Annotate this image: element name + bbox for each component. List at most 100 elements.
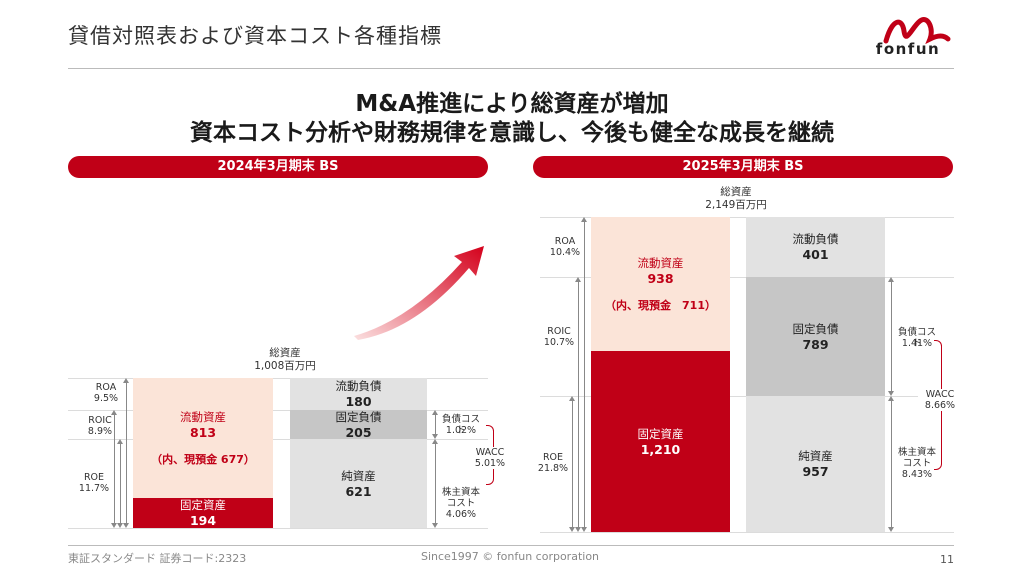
current-liab-value: 401 [802,247,829,262]
bs2024-fixed-assets: 固定資産 194 [133,498,273,528]
equity-cost-value: 8.43% [901,469,933,480]
arrow-up-icon [888,277,894,282]
bs2024-current-liabilities: 流動負債 180 [290,378,427,410]
roic-line [120,442,121,524]
debt-cost-value: 1.02% [445,425,477,436]
current-assets-value: 938 [647,270,674,286]
bs2024-label: 2024年3月期末 BS [68,156,488,178]
arrow-up-icon [123,378,129,383]
roe-line [572,399,573,528]
fixed-assets-label: 固定資産 [180,498,226,512]
arrow-up-icon [575,277,581,282]
current-assets-value: 813 [189,424,217,440]
roic-value: 10.7% [543,337,575,348]
arrow-up-icon [569,396,575,401]
bs2025-total-label: 総資産 [720,186,752,198]
arrow-down-icon [123,523,129,528]
current-liab-label: 流動負債 [792,232,839,246]
arrow-up-icon [581,217,587,222]
bs2025-fixed-assets: 固定資産 1,210 [591,351,730,532]
arrow-up-icon [432,439,438,444]
equity-cost-label2: コスト [446,498,476,509]
arrow-down-icon [569,527,575,532]
debt-cost-label: 負債コスト [897,327,936,349]
current-liab-label: 流動負債 [335,379,382,393]
roic-label: ROIC [88,415,112,426]
cash-note: （内、現預金 677） [151,452,255,466]
fixed-liab-label: 固定負債 [335,409,382,424]
net-assets-label: 純資産 [798,449,833,463]
footer-divider [68,545,954,546]
wacc-value: 5.01% [468,458,512,469]
roa-label: ROA [95,382,117,393]
net-assets-label: 純資産 [341,468,376,483]
current-liab-value: 180 [345,394,372,409]
bs2024-total-label: 総資産 [269,347,301,359]
footer-copyright: Since1997 © fonfun corporation [420,550,600,563]
fixed-assets-value: 194 [189,513,217,528]
bs2024-fixed-liabilities: 固定負債 205 [290,409,427,440]
arrow-up-icon [888,396,894,401]
roa-line [584,220,585,528]
arrow-up-icon [111,410,117,415]
arrow-down-icon [111,523,117,528]
roa-value: 9.5% [93,393,119,404]
equity-cost-line [891,399,892,528]
bs2024-total-value: 1,008百万円 [254,360,316,372]
page-number: 11 [940,553,954,566]
debt-cost-value: 1.41% [901,338,933,349]
equity-cost-label1: 株主資本 [441,487,480,498]
equity-cost-value: 4.06% [445,509,477,520]
arrow-down-icon [432,434,438,439]
arrow-down-icon [432,523,438,528]
gridline [540,532,954,533]
fixed-assets-label: 固定資産 [637,426,684,441]
wacc-label: WACC [918,389,962,400]
bs2025-net-assets: 純資産 957 [746,396,885,532]
logo-text: fonfun [875,40,941,58]
bs2025-current-liabilities: 流動負債 401 [746,217,885,277]
arrow-down-icon [888,391,894,396]
roa-line [126,381,127,524]
roe-value: 11.7% [78,483,110,494]
roe-line [114,413,115,524]
bs2024-net-assets: 純資産 621 [290,439,427,528]
footer-stock-code: 東証スタンダード 証券コード:2323 [68,552,247,565]
equity-cost-line [435,442,436,524]
arrow-down-icon [888,527,894,532]
growth-arrow-icon [354,246,484,340]
wacc-label: WACC [468,447,512,458]
page-title: 貸借対照表および資本コスト各種指標 [68,24,442,48]
net-assets-value: 957 [802,464,829,479]
fixed-assets-value: 1,210 [640,441,681,457]
wacc-value: 8.66% [918,400,962,411]
current-assets-label: 流動資産 [637,255,684,270]
roe-label: ROE [542,452,564,463]
bs2025-current-assets: 流動資産 938 （内、現預金 711） [591,217,730,351]
debt-cost-label: 負債コスト [441,414,480,436]
debt-cost-line [435,413,436,435]
bs2025-fixed-liabilities: 固定負債 789 [746,277,885,396]
fixed-liab-label: 固定負債 [792,321,839,336]
gridline [68,439,488,440]
debt-cost-line [891,280,892,392]
current-assets-label: 流動資産 [180,409,226,424]
bs2024-current-assets: 流動資産 813 （内、現預金 677） [133,378,273,498]
headline-line1: M&A推進により総資産が増加 [355,91,669,117]
arrow-down-icon [581,527,587,532]
roic-line [578,280,579,528]
arrow-up-icon [432,410,438,415]
roe-value: 21.8% [537,463,569,474]
bs2025-total-value: 2,149百万円 [705,199,767,211]
headline-line2: 資本コスト分析や財務規律を意識し、今後も健全な成長を継続 [190,120,834,146]
fonfun-logo-icon [883,17,951,45]
roic-label: ROIC [547,326,571,337]
header-divider [68,68,954,69]
equity-cost-label2: コスト [902,458,932,469]
arrow-down-icon [117,523,123,528]
roa-label: ROA [554,236,576,247]
roic-value: 8.9% [87,426,113,437]
arrow-down-icon [575,527,581,532]
gridline [68,378,488,379]
arrow-up-icon [117,439,123,444]
